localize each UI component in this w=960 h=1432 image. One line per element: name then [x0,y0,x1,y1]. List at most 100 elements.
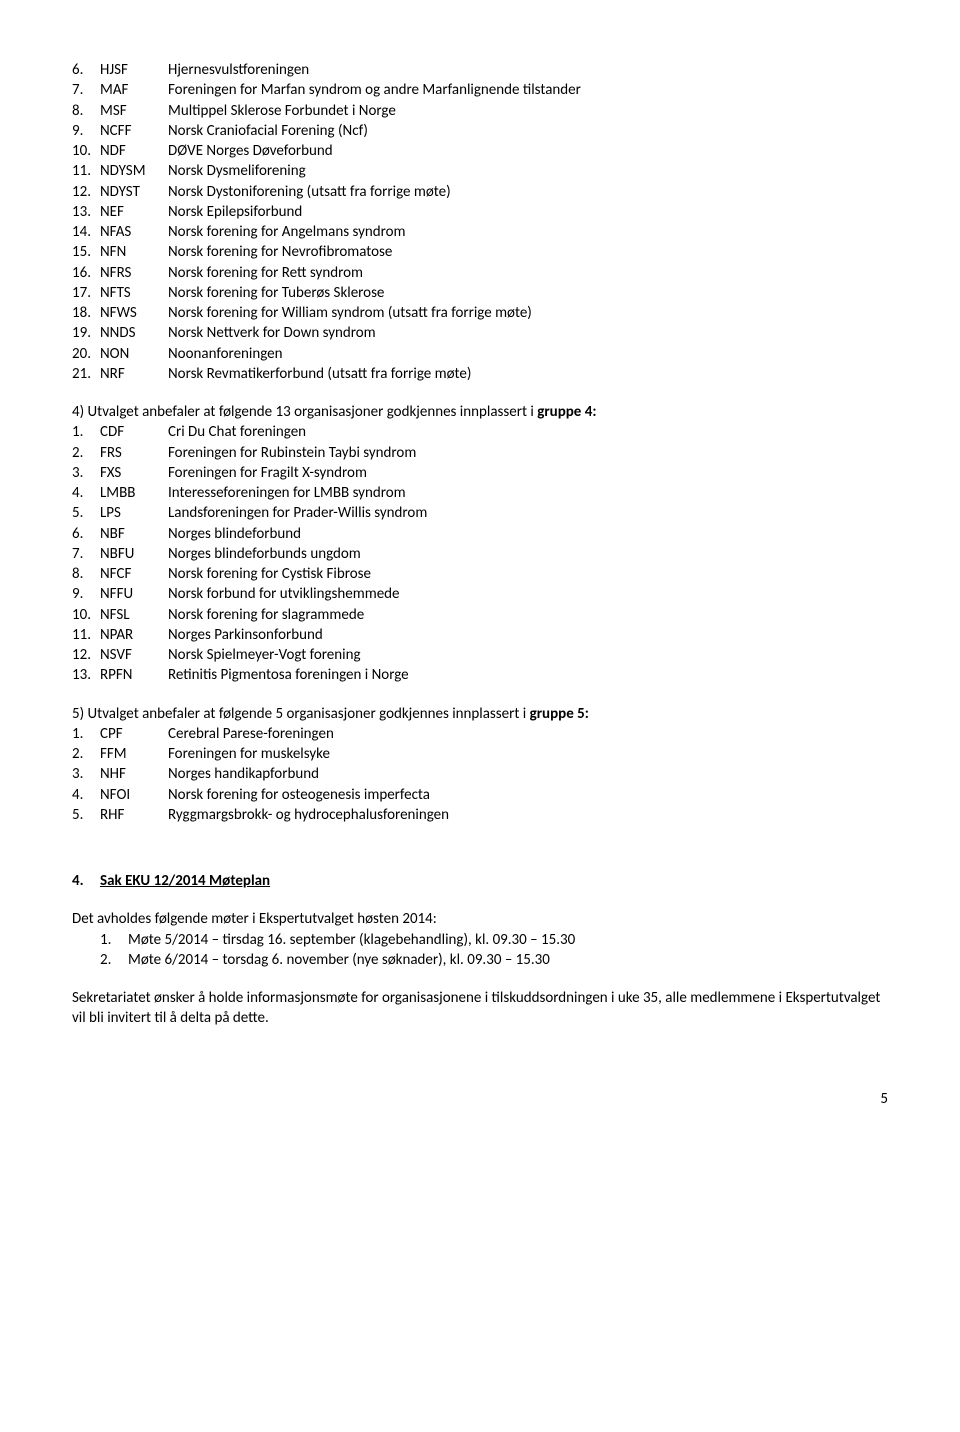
list-item: 14.NFASNorsk forening for Angelmans synd… [72,222,888,242]
schedule-item-text: Møte 6/2014 – torsdag 6. november (nye s… [128,950,888,970]
list-item-abbr: NFN [100,242,168,262]
list-item-desc: Norsk forening for Nevrofibromatose [168,242,888,262]
list-item-abbr: MSF [100,101,168,121]
list-item: 21.NRFNorsk Revmatikerforbund (utsatt fr… [72,364,888,384]
list-item-number: 8. [72,101,100,121]
list-item-desc: Norges Parkinsonforbund [168,625,888,645]
list-item-desc: Norsk Epilepsiforbund [168,202,888,222]
list-item: 9.NCFFNorsk Craniofacial Forening (Ncf) [72,121,888,141]
schedule-intro: Det avholdes følgende møter i Ekspertutv… [72,909,888,929]
list-item-desc: Norges handikapforbund [168,764,888,784]
list-item-desc: Norsk Craniofacial Forening (Ncf) [168,121,888,141]
list-item: 3.NHFNorges handikapforbund [72,764,888,784]
list-item-abbr: FRS [100,443,168,463]
list-item-number: 15. [72,242,100,262]
list-item-desc: Norsk Nettverk for Down syndrom [168,323,888,343]
list-item: 1.CDFCri Du Chat foreningen [72,422,888,442]
list-item-desc: Foreningen for Marfan syndrom og andre M… [168,80,888,100]
list-item-desc: Ryggmargsbrokk- og hydrocephalusforening… [168,805,888,825]
list-item-abbr: LMBB [100,483,168,503]
section-title: Sak EKU 12/2014 Møteplan [100,872,270,890]
list-item: 4.NFOINorsk forening for osteogenesis im… [72,785,888,805]
list-item-number: 5. [72,805,100,825]
list-item: 11.NPARNorges Parkinsonforbund [72,625,888,645]
list-item: 5.RHFRyggmargsbrokk- og hydrocephalusfor… [72,805,888,825]
list-item-number: 11. [72,625,100,645]
list-item-abbr: FXS [100,463,168,483]
list-item-number: 9. [72,121,100,141]
list-item-abbr: NFTS [100,283,168,303]
list-item-number: 13. [72,665,100,685]
schedule-item: 1.Møte 5/2014 – tirsdag 16. september (k… [100,930,888,950]
list-item: 12.NSVFNorsk Spielmeyer-Vogt forening [72,645,888,665]
list-item: 15.NFNNorsk forening for Nevrofibromatos… [72,242,888,262]
list-item: 1.CPFCerebral Parese-foreningen [72,724,888,744]
list-item-desc: Norsk forening for slagrammede [168,605,888,625]
group5-bold: gruppe 5: [530,705,589,723]
list-item-desc: Noonanforeningen [168,344,888,364]
list-item-desc: Norsk Revmatikerforbund (utsatt fra forr… [168,364,888,384]
list-item-abbr: NFCF [100,564,168,584]
list-item: 20.NONNoonanforeningen [72,344,888,364]
list-item-abbr: NNDS [100,323,168,343]
list-item-abbr: LPS [100,503,168,523]
list-item-desc: Norsk forbund for utviklingshemmede [168,584,888,604]
list-item-abbr: HJSF [100,60,168,80]
list-item-number: 2. [72,443,100,463]
list-group-continuation: 6.HJSFHjernesvulstforeningen7.MAFForenin… [72,60,888,384]
list-item-number: 7. [72,544,100,564]
list-item-desc: Norges blindeforbunds ungdom [168,544,888,564]
list-item: 13.RPFNRetinitis Pigmentosa foreningen i… [72,665,888,685]
list-item: 8.NFCFNorsk forening for Cystisk Fibrose [72,564,888,584]
group4-bold: gruppe 4: [537,403,596,421]
list-item-number: 10. [72,605,100,625]
list-item-desc: Cri Du Chat foreningen [168,422,888,442]
list-item-desc: Foreningen for Rubinstein Taybi syndrom [168,443,888,463]
list-group-5: 1.CPFCerebral Parese-foreningen2.FFMFore… [72,724,888,825]
list-item-desc: Norsk forening for William syndrom (utsa… [168,303,888,323]
list-item-number: 4. [72,483,100,503]
list-item-abbr: NFSL [100,605,168,625]
list-item-abbr: NDYST [100,182,168,202]
list-item-abbr: NRF [100,364,168,384]
list-item-desc: Norges blindeforbund [168,524,888,544]
list-item-abbr: FFM [100,744,168,764]
list-item: 10.NDFDØVE Norges Døveforbund [72,141,888,161]
list-item-number: 2. [72,744,100,764]
list-item-abbr: CPF [100,724,168,744]
footer-paragraph: Sekretariatet ønsker å holde informasjon… [72,988,888,1029]
list-item-desc: DØVE Norges Døveforbund [168,141,888,161]
list-item-abbr: NBF [100,524,168,544]
list-item-abbr: MAF [100,80,168,100]
list-item-abbr: CDF [100,422,168,442]
list-item-number: 12. [72,182,100,202]
list-item-number: 4. [72,785,100,805]
list-item: 4.LMBBInteresseforeningen for LMBB syndr… [72,483,888,503]
list-item-number: 6. [72,60,100,80]
list-item-number: 18. [72,303,100,323]
list-item-number: 11. [72,161,100,181]
group4-intro: 4) Utvalget anbefaler at følgende 13 org… [72,402,888,422]
schedule-item-number: 2. [100,950,128,970]
list-item-number: 17. [72,283,100,303]
list-item: 12.NDYSTNorsk Dystoniforening (utsatt fr… [72,182,888,202]
list-item-desc: Norsk Dystoniforening (utsatt fra forrig… [168,182,888,202]
list-item-abbr: NCFF [100,121,168,141]
list-item-abbr: NFWS [100,303,168,323]
list-item-desc: Landsforeningen for Prader-Willis syndro… [168,503,888,523]
list-item: 6.HJSFHjernesvulstforeningen [72,60,888,80]
list-item-abbr: NDYSM [100,161,168,181]
list-item-number: 5. [72,503,100,523]
list-item-abbr: NPAR [100,625,168,645]
list-item-number: 7. [72,80,100,100]
list-item-abbr: NON [100,344,168,364]
list-item-abbr: NSVF [100,645,168,665]
group5-intro: 5) Utvalget anbefaler at følgende 5 orga… [72,704,888,724]
schedule-list: 1.Møte 5/2014 – tirsdag 16. september (k… [72,930,888,971]
list-item: 7.MAFForeningen for Marfan syndrom og an… [72,80,888,100]
list-item: 7.NBFUNorges blindeforbunds ungdom [72,544,888,564]
page-number: 5 [72,1089,888,1109]
list-item-desc: Foreningen for Fragilt X-syndrom [168,463,888,483]
list-item-desc: Hjernesvulstforeningen [168,60,888,80]
list-item-number: 16. [72,263,100,283]
